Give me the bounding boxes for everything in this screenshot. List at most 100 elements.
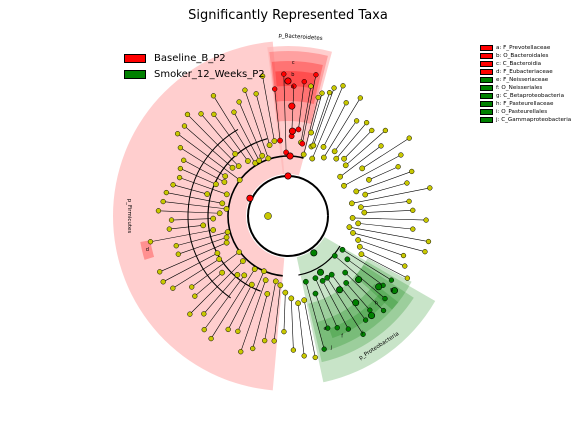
node-outer-34 bbox=[334, 325, 340, 331]
node-inner-86 bbox=[310, 142, 317, 149]
node-outer-56 bbox=[175, 251, 181, 257]
sector-letter-a: a bbox=[291, 84, 294, 90]
legend-item-baseline: Baseline_B_P2 bbox=[124, 50, 265, 66]
legend-label-smoker: Smoker_12_Weeks_P2 bbox=[154, 68, 265, 80]
node-outer-44 bbox=[238, 349, 244, 355]
node-inner-68 bbox=[222, 173, 229, 180]
node-outer-28 bbox=[382, 295, 388, 302]
node-inner-55 bbox=[223, 239, 230, 246]
spoke-36 bbox=[305, 281, 325, 350]
spoke-57 bbox=[176, 231, 228, 247]
spoke-18 bbox=[364, 210, 413, 213]
node-inner-41 bbox=[277, 282, 284, 289]
node-outer-67 bbox=[181, 157, 187, 163]
node-outer-18 bbox=[410, 207, 416, 213]
node-outer-77 bbox=[242, 87, 248, 93]
node-inner-7 bbox=[333, 155, 340, 162]
node-outer-14 bbox=[409, 168, 415, 175]
spoke-12 bbox=[343, 154, 402, 187]
spoke-77 bbox=[244, 90, 269, 159]
spoke-30 bbox=[345, 282, 371, 311]
node-outer-37 bbox=[312, 354, 318, 361]
node-outer-30 bbox=[367, 307, 373, 313]
node-outer-46 bbox=[225, 326, 231, 333]
node-inner-15 bbox=[362, 191, 369, 198]
node-inner-27 bbox=[344, 256, 351, 263]
spoke-39 bbox=[291, 298, 294, 351]
node-inner-80 bbox=[277, 137, 283, 144]
spoke-48 bbox=[203, 275, 245, 330]
spoke-83 bbox=[298, 81, 305, 130]
node-inner-25 bbox=[358, 251, 365, 258]
spoke-81 bbox=[283, 74, 287, 153]
node-outer-1 bbox=[315, 94, 321, 101]
spoke-43 bbox=[252, 293, 268, 349]
node-inner-83 bbox=[295, 126, 302, 133]
spoke-50 bbox=[189, 260, 244, 315]
spoke-70 bbox=[184, 125, 233, 168]
node-inner-38 bbox=[295, 300, 301, 307]
node-outer-75 bbox=[231, 109, 237, 115]
legend-swatch-smoker bbox=[124, 69, 146, 79]
spoke-42 bbox=[264, 281, 277, 341]
node-inner-65 bbox=[223, 191, 230, 198]
spoke-52 bbox=[191, 251, 240, 288]
node-outer-61 bbox=[155, 208, 162, 214]
node-outer-10 bbox=[378, 143, 384, 149]
bacteroidetes-node-0 bbox=[284, 172, 292, 180]
spoke-60 bbox=[171, 218, 214, 221]
key-swatch-f bbox=[480, 85, 493, 91]
node-inner-21 bbox=[346, 224, 353, 231]
node-inner-39 bbox=[288, 295, 295, 302]
shade-i-pasteurellales bbox=[316, 283, 399, 352]
spoke-65 bbox=[179, 177, 227, 195]
node-outer-62 bbox=[160, 198, 166, 205]
node-inner-66 bbox=[213, 181, 219, 188]
node-inner-43 bbox=[264, 291, 271, 297]
node-outer-16 bbox=[427, 185, 433, 191]
node-inner-45 bbox=[261, 268, 267, 275]
node-outer-76 bbox=[236, 99, 242, 105]
node-inner-28 bbox=[331, 252, 338, 259]
spoke-29 bbox=[344, 272, 384, 311]
node-outer-74 bbox=[210, 93, 217, 99]
spoke-62 bbox=[163, 201, 227, 210]
spoke-68 bbox=[180, 147, 226, 177]
node-outer-72 bbox=[198, 111, 204, 117]
spoke-1 bbox=[303, 97, 319, 155]
node-inner-78 bbox=[266, 142, 273, 149]
shade-firmicutes bbox=[112, 41, 285, 391]
node-inner-8 bbox=[341, 155, 347, 162]
node-inner-34 bbox=[312, 275, 319, 281]
node-outer-42 bbox=[262, 337, 268, 344]
spoke-8 bbox=[343, 130, 372, 159]
spoke-38 bbox=[297, 303, 305, 356]
node-outer-73 bbox=[211, 111, 217, 118]
key-item-a: a: F_Prevotellaceae bbox=[480, 44, 571, 52]
node-inner-42 bbox=[272, 278, 279, 285]
key-item-f: f: O_Neisseriales bbox=[480, 84, 571, 92]
node-outer-15 bbox=[404, 180, 410, 186]
key-label-j: j: C_Gammaproteobacteria bbox=[496, 117, 572, 123]
spoke-85 bbox=[310, 93, 323, 133]
shade-bacteroidetes bbox=[267, 46, 332, 176]
spoke-44 bbox=[240, 280, 266, 352]
node-outer-52 bbox=[189, 284, 195, 290]
node-outer-59 bbox=[166, 226, 173, 232]
node-inner-84 bbox=[299, 140, 306, 147]
node-inner-71 bbox=[235, 163, 242, 169]
key-swatch-j bbox=[480, 117, 493, 123]
spoke-27 bbox=[347, 259, 384, 286]
node-outer-58 bbox=[147, 239, 154, 245]
key-label-e: e: F_Neisseriaceae bbox=[496, 77, 549, 83]
spoke-67 bbox=[183, 160, 225, 183]
spoke-72 bbox=[200, 113, 236, 155]
node-outer-68 bbox=[177, 145, 184, 151]
node-inner-40 bbox=[282, 289, 289, 296]
key-swatch-i bbox=[480, 109, 493, 115]
node-inner-1 bbox=[300, 151, 307, 158]
node-inner-33 bbox=[319, 278, 326, 284]
spoke-0 bbox=[300, 86, 312, 143]
node-inner-54 bbox=[214, 250, 221, 257]
